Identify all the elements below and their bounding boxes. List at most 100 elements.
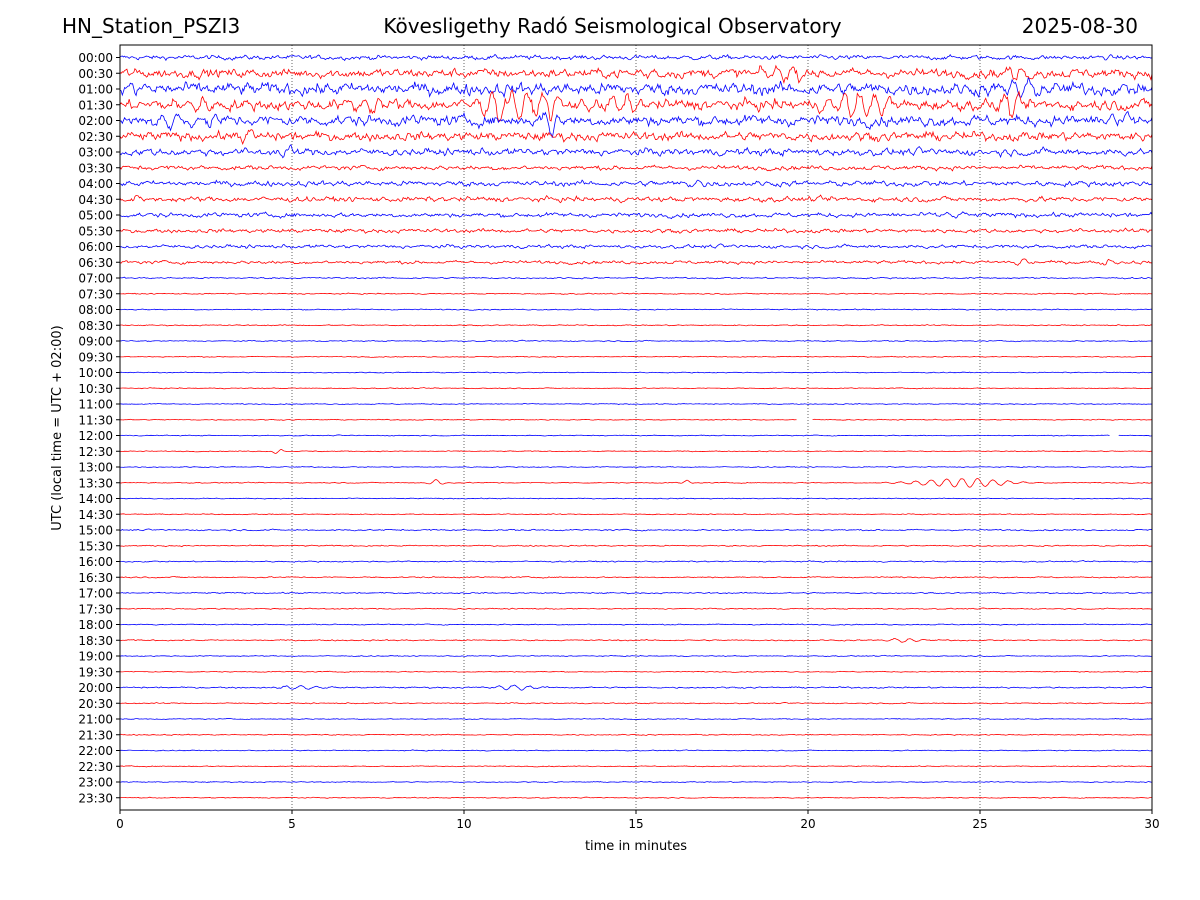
- row-label: 18:00: [78, 618, 113, 632]
- trace-line: [119, 355, 1153, 358]
- trace-line: [119, 528, 1153, 532]
- y-axis-label: UTC (local time = UTC + 02:00): [50, 325, 65, 530]
- row-label: 09:30: [78, 350, 113, 364]
- row-label: 12:00: [78, 429, 113, 443]
- row-label: 13:30: [78, 476, 113, 490]
- row-label: 14:30: [78, 508, 113, 522]
- trace-line: [120, 702, 1153, 705]
- row-label: 07:30: [78, 287, 113, 301]
- row-label: 10:30: [78, 382, 113, 396]
- row-label: 21:30: [78, 728, 113, 742]
- trace-line: [119, 544, 1153, 548]
- trace-line: [119, 227, 1153, 234]
- row-label: 08:00: [78, 303, 113, 317]
- trace-line: [119, 513, 1153, 516]
- trace-line: [119, 258, 1153, 266]
- trace-line: [119, 654, 1153, 658]
- trace-line: [119, 276, 1153, 280]
- seismic-traces: [119, 53, 1153, 799]
- trace-line: [119, 129, 1153, 145]
- trace-line: [119, 403, 1153, 406]
- date-title: 2025-08-30: [1021, 14, 1138, 38]
- trace-line: [119, 77, 1153, 99]
- row-label: 07:00: [78, 272, 113, 286]
- row-label: 22:30: [78, 760, 113, 774]
- row-label: 22:00: [78, 744, 113, 758]
- row-label: 13:00: [78, 461, 113, 475]
- x-axis-label: time in minutes: [585, 839, 687, 854]
- trace-line: [119, 324, 1153, 327]
- row-label: 05:00: [78, 209, 113, 223]
- trace-line: [119, 308, 1153, 311]
- row-label: 06:00: [78, 240, 113, 254]
- row-label: 11:30: [78, 413, 113, 427]
- trace-line: [119, 718, 1153, 721]
- trace-line: [119, 465, 1153, 469]
- trace-line: [119, 110, 1153, 138]
- row-label: 09:00: [78, 335, 113, 349]
- row-label: 23:00: [78, 776, 113, 790]
- row-label: 01:30: [78, 98, 113, 112]
- trace-line: [119, 339, 1153, 343]
- x-tick-label: 5: [288, 817, 296, 831]
- trace-line: [119, 684, 1153, 691]
- trace-line: [119, 418, 1153, 421]
- trace-line: [119, 780, 1153, 783]
- row-label: 21:00: [78, 713, 113, 727]
- x-tick-label: 30: [1144, 817, 1159, 831]
- trace-line: [119, 164, 1153, 172]
- trace-line: [119, 765, 1153, 768]
- trace-line: [119, 623, 1153, 626]
- row-label: 00:30: [78, 67, 113, 81]
- row-label: 16:00: [78, 555, 113, 569]
- row-label: 17:30: [78, 602, 113, 616]
- row-label: 04:00: [78, 177, 113, 191]
- row-label: 19:00: [78, 650, 113, 664]
- trace-line: [119, 670, 1153, 673]
- trace-line: [119, 243, 1153, 250]
- row-label: 20:30: [78, 697, 113, 711]
- row-label: 08:30: [78, 319, 113, 333]
- row-label: 04:30: [78, 193, 113, 207]
- x-tick-label: 10: [456, 817, 471, 831]
- station-title: HN_Station_PSZI3: [62, 14, 241, 38]
- x-tick-label: 0: [116, 817, 124, 831]
- trace-line: [119, 434, 1153, 437]
- x-tick-label: 25: [972, 817, 987, 831]
- trace-line: [119, 591, 1153, 595]
- trace-line: [119, 497, 1153, 500]
- trace-line: [119, 796, 1153, 799]
- row-label: 20:00: [78, 681, 113, 695]
- x-tick-label: 20: [800, 817, 815, 831]
- row-label: 10:00: [78, 366, 113, 380]
- trace-line: [119, 53, 1153, 62]
- row-label: 11:00: [78, 398, 113, 412]
- trace-line: [119, 143, 1153, 159]
- trace-line: [119, 449, 1153, 454]
- row-label: 17:00: [78, 587, 113, 601]
- trace-line: [119, 575, 1153, 579]
- trace-line: [119, 211, 1153, 220]
- trace-line: [119, 194, 1153, 204]
- trace-line: [119, 292, 1153, 295]
- trace-line: [119, 88, 1153, 122]
- row-label: 23:30: [78, 791, 113, 805]
- row-label: 00:00: [78, 51, 113, 65]
- row-label: 15:30: [78, 539, 113, 553]
- trace-line: [119, 371, 1153, 374]
- row-label: 19:30: [78, 665, 113, 679]
- trace-line: [119, 179, 1153, 188]
- row-label: 02:30: [78, 130, 113, 144]
- row-label: 02:00: [78, 114, 113, 128]
- trace-line: [119, 560, 1153, 563]
- x-tick-label: 15: [628, 817, 643, 831]
- trace-line: [119, 477, 1153, 488]
- x-ticks: 0 5 10 15 20 25 30: [116, 810, 1160, 831]
- row-label: 15:00: [78, 524, 113, 538]
- row-label: 03:00: [78, 146, 113, 160]
- row-label: 06:30: [78, 256, 113, 270]
- row-label: 03:30: [78, 161, 113, 175]
- trace-line: [119, 733, 1153, 736]
